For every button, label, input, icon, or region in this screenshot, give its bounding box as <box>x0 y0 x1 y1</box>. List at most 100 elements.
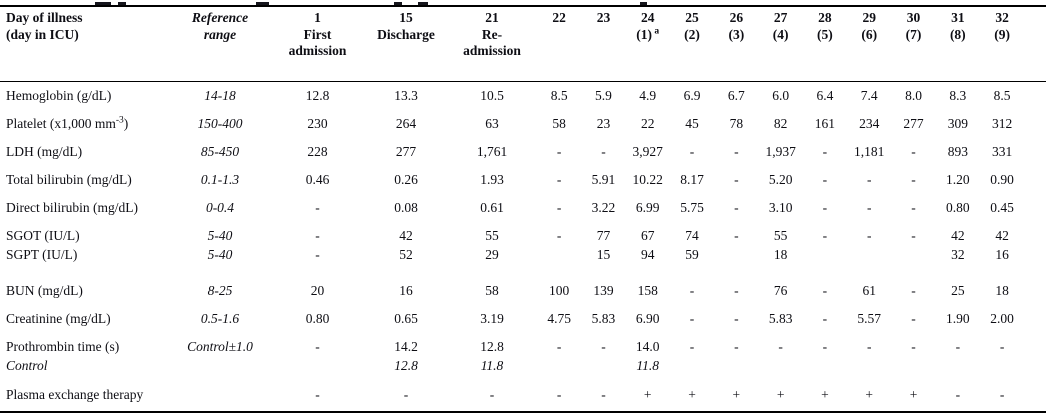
value-cell: - <box>489 387 495 402</box>
day-number: 32 <box>995 10 1009 25</box>
value-cell: - <box>315 387 320 402</box>
value-cell: - <box>911 311 916 326</box>
table-row: Hemoglobin (g/dL) 14-18 12.8 13.3 10.5 8.5 5.9… <box>0 82 1046 111</box>
value-cell: - <box>822 172 828 187</box>
value-cell: - <box>822 228 828 243</box>
value-cell: 14.2 <box>394 339 418 354</box>
value-cell: - <box>734 339 739 354</box>
value-cell: 5.20 <box>768 172 793 187</box>
value-cell: 18 <box>995 283 1009 298</box>
value-cell: 1,937 <box>765 144 796 159</box>
value-cell: 312 <box>991 116 1013 131</box>
day-number: 23 <box>596 10 611 25</box>
value-cell: 4.9 <box>639 88 657 103</box>
reference-cell: 14-18 <box>204 88 236 103</box>
value-cell: 82 <box>773 116 788 131</box>
reference-cell: Control±1.0 <box>187 339 253 354</box>
value-cell: 5.91 <box>591 172 616 187</box>
table-row: LDH (mg/dL) 85-450 228 277 1,761 - - 3,927 - - 1,9… <box>0 138 1046 166</box>
value-cell: 0.61 <box>480 200 504 215</box>
value-cell: - <box>999 339 1005 354</box>
value-cell: - <box>556 144 562 159</box>
value-cell <box>270 356 365 380</box>
value-cell: - <box>866 228 872 243</box>
reference-cell <box>170 356 270 380</box>
day-subtitle: (4) <box>772 26 789 42</box>
value-cell: 1.93 <box>480 172 504 187</box>
value-cell: 11.8 <box>636 358 660 373</box>
day-subtitle: Re- <box>481 26 503 42</box>
value-cell: 277 <box>903 116 924 131</box>
value-cell: 20 <box>310 283 325 298</box>
filler-cell <box>1024 380 1046 411</box>
day-subtitle: admission <box>288 43 347 58</box>
value-cell: 59 <box>685 247 699 262</box>
reference-cell: 0.1-1.3 <box>200 172 240 187</box>
row-label: Creatinine (mg/dL) <box>6 311 111 326</box>
value-cell: 161 <box>814 116 836 131</box>
value-cell: - <box>601 144 606 159</box>
filler-cell <box>1024 245 1046 269</box>
value-cell <box>581 356 625 380</box>
value-cell: 230 <box>307 116 328 131</box>
value-cell <box>758 356 802 380</box>
col-header-day-28: 28 (5) <box>802 7 848 82</box>
col-header-day-31: 31 (8) <box>935 7 980 82</box>
value-cell: 16 <box>995 247 1009 262</box>
cropped-text-remnant <box>0 0 1046 5</box>
row-label: Prothrombin time (s) <box>6 339 120 354</box>
filler-cell <box>1024 356 1046 380</box>
value-cell: 2.00 <box>990 311 1014 326</box>
col-header-day-15: 15 Discharge <box>365 7 447 82</box>
value-cell: 8.3 <box>949 88 967 103</box>
value-cell: 0.46 <box>305 172 330 187</box>
day-number: 1 <box>314 10 321 25</box>
value-cell: 13.3 <box>394 88 418 103</box>
day-subtitle: (2) <box>684 26 700 42</box>
value-cell: + <box>821 387 829 402</box>
value-cell: 331 <box>991 144 1013 159</box>
day-subtitle: (3) <box>728 26 745 42</box>
value-cell: 11.8 <box>480 358 504 373</box>
day-subtitle: (1) a <box>636 26 660 42</box>
value-cell: 0.80 <box>305 311 330 326</box>
reference-cell: 5-40 <box>207 247 233 262</box>
col-header-day-21: 21 Re-admission <box>447 7 537 82</box>
row-label: Direct bilirubin (mg/dL) <box>6 200 138 215</box>
value-cell: - <box>734 228 739 243</box>
value-cell <box>714 245 758 269</box>
table-row: SGOT (IU/L) 5-40 - 42 55 - 77 67 74 - 55 - - - 42 42 <box>0 222 1046 245</box>
value-cell: 0.08 <box>394 200 418 215</box>
col-header-day-of-illness: Day of illness (day in ICU) <box>0 7 170 82</box>
value-cell: 16 <box>399 283 413 298</box>
filler-cell <box>1024 166 1046 194</box>
day-subtitle: admission <box>463 43 521 58</box>
table-row: Plasma exchange therapy - - - - - + + + + + + + - - <box>0 380 1046 411</box>
filler-cell <box>1024 269 1046 305</box>
day-number: 28 <box>818 10 832 25</box>
value-cell: 8.5 <box>993 88 1011 103</box>
day-number: 27 <box>773 10 788 25</box>
value-cell <box>714 356 758 380</box>
value-cell: 1.20 <box>946 172 970 187</box>
filler-cell <box>1024 333 1046 356</box>
value-cell: 264 <box>395 116 417 131</box>
filler-cell <box>1024 138 1046 166</box>
value-cell: - <box>822 311 828 326</box>
value-cell: 12.8 <box>480 339 504 354</box>
col-header-reference-range: Reference range <box>170 7 270 82</box>
value-cell: 893 <box>947 144 968 159</box>
table-row: Prothrombin time (s) Control±1.0 - 14.2 12.8… <box>0 333 1046 356</box>
value-cell: 55 <box>773 228 788 243</box>
value-cell: - <box>999 387 1005 402</box>
day-subtitle: Discharge <box>377 26 435 42</box>
value-cell: 0.26 <box>394 172 418 187</box>
table-row: Platelet (x1,000 mm-3) 150-400 230 264 63 58 2… <box>0 110 1046 138</box>
value-cell: 14.0 <box>635 339 660 354</box>
value-cell: 6.90 <box>635 311 660 326</box>
value-cell: 25 <box>951 283 965 298</box>
col-header-day-27: 27 (4) <box>758 7 803 82</box>
col-header-day-29: 29 (6) <box>847 7 892 82</box>
value-cell: 5.83 <box>768 311 793 326</box>
